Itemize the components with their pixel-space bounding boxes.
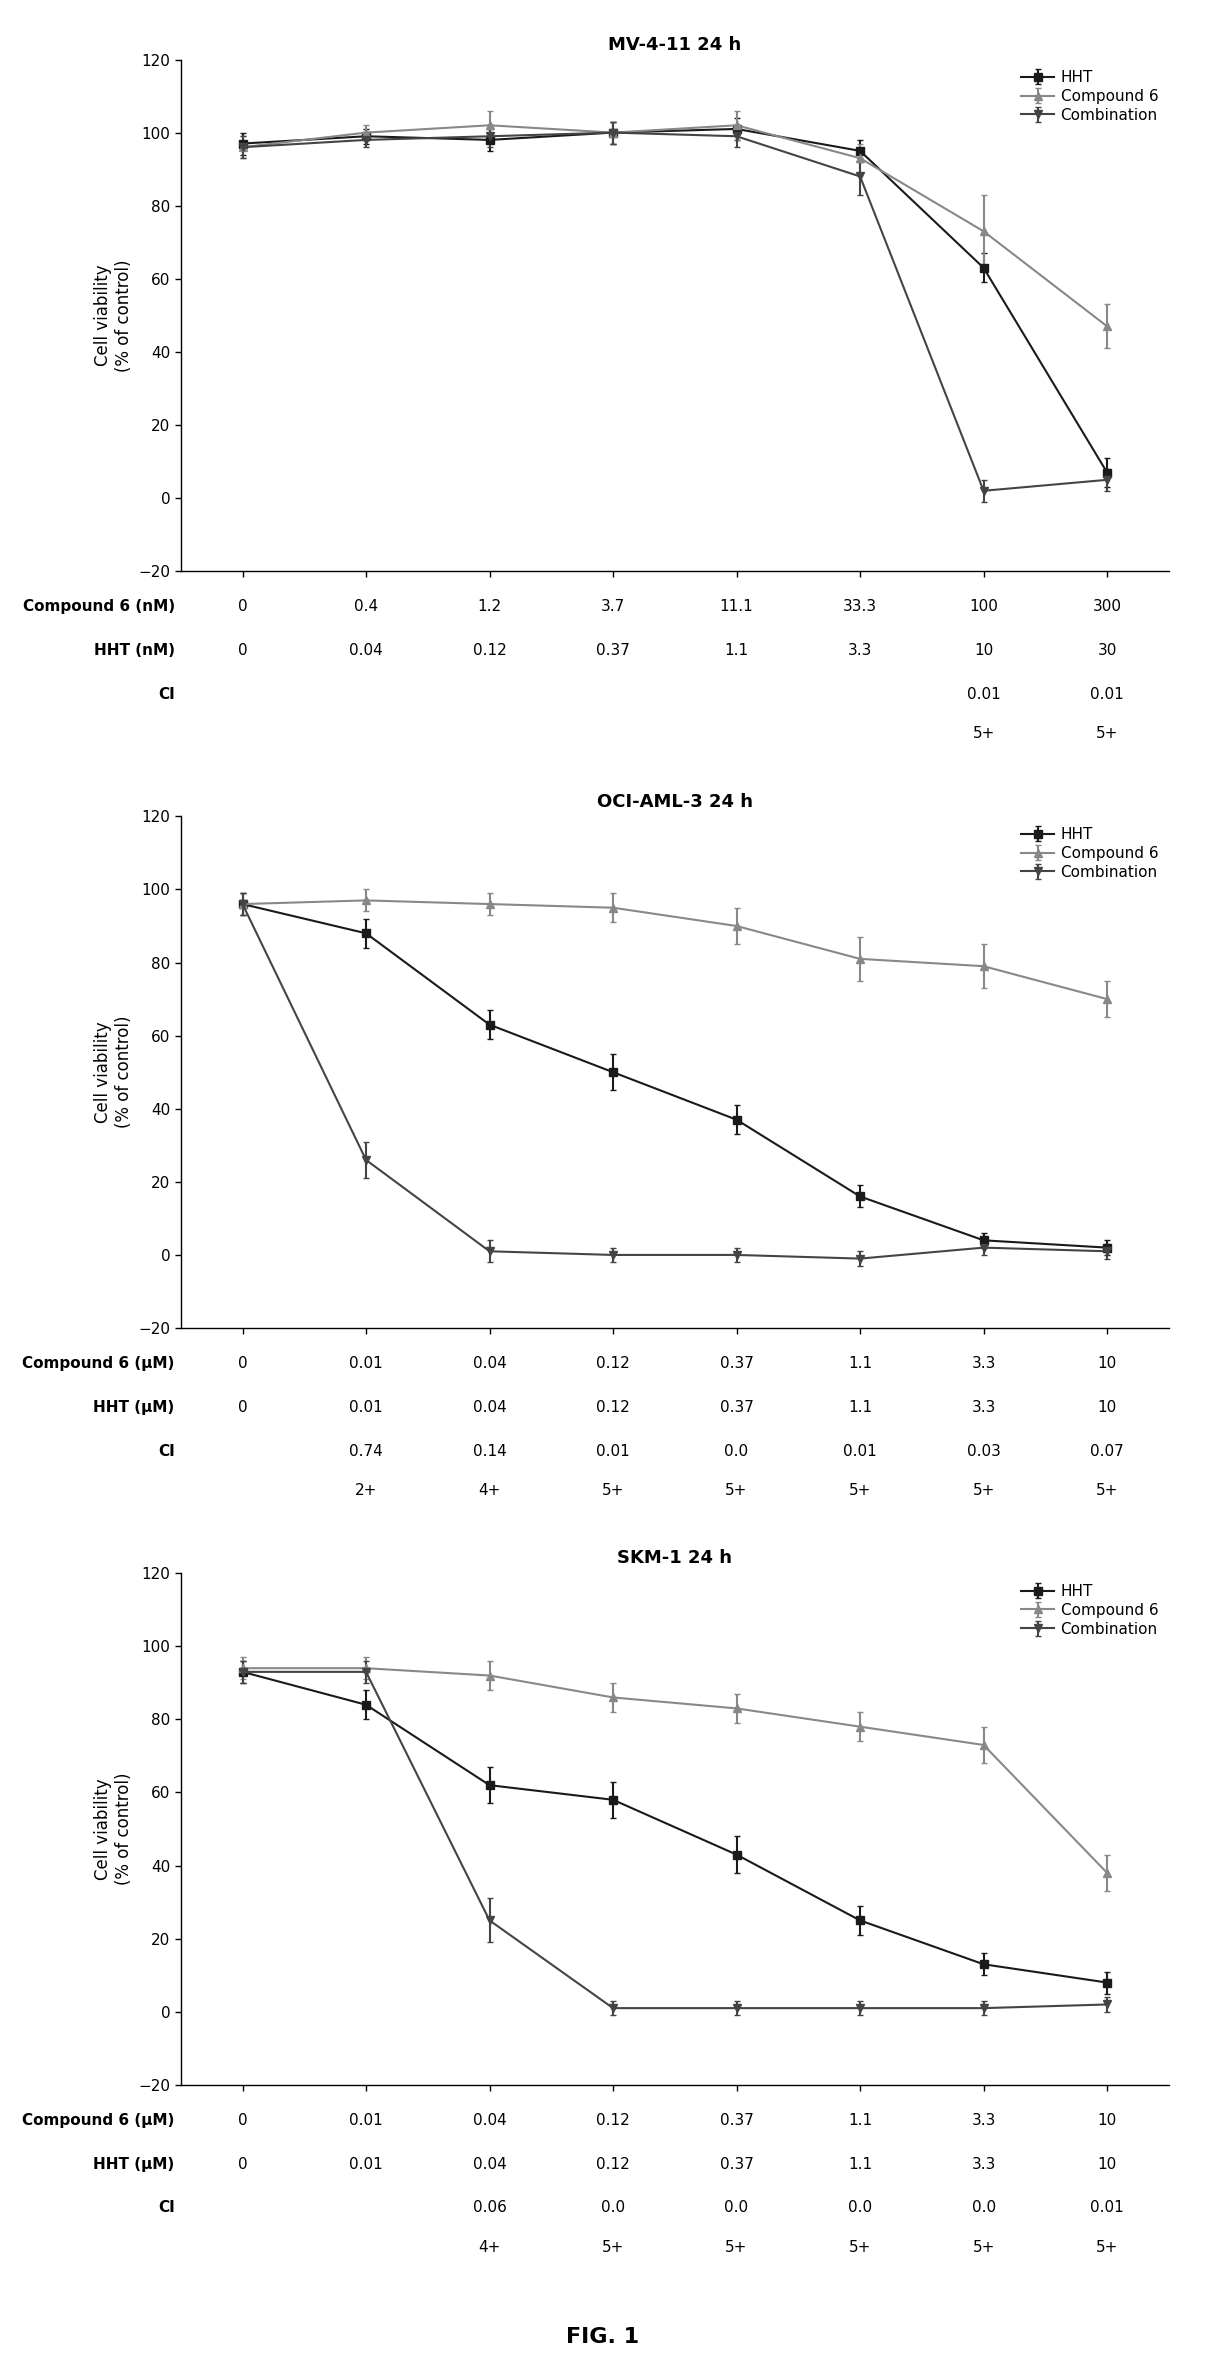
Text: Compound 6 (nM): Compound 6 (nM): [23, 600, 175, 614]
Text: 0.14: 0.14: [472, 1445, 506, 1459]
Title: SKM-1 24 h: SKM-1 24 h: [617, 1549, 733, 1568]
Y-axis label: Cell viability
(% of control): Cell viability (% of control): [94, 1016, 133, 1128]
Text: 1.2: 1.2: [477, 600, 501, 614]
Text: 10: 10: [1098, 1399, 1117, 1414]
Text: 0.4: 0.4: [354, 600, 378, 614]
Title: OCI-AML-3 24 h: OCI-AML-3 24 h: [596, 793, 753, 812]
Text: 3.7: 3.7: [601, 600, 625, 614]
Text: 5+: 5+: [972, 2240, 995, 2254]
Text: CI: CI: [158, 2202, 175, 2216]
Text: 3.3: 3.3: [848, 643, 872, 657]
Text: 0.07: 0.07: [1091, 1445, 1124, 1459]
Text: 0.01: 0.01: [349, 1357, 383, 1371]
Text: 4+: 4+: [478, 1483, 501, 1497]
Text: 5+: 5+: [601, 1483, 624, 1497]
Text: CI: CI: [158, 688, 175, 702]
Text: 0.12: 0.12: [596, 1399, 630, 1414]
Text: 5+: 5+: [848, 1483, 871, 1497]
Text: 4+: 4+: [478, 2240, 501, 2254]
Text: 0.01: 0.01: [1091, 688, 1124, 702]
Text: 0.04: 0.04: [472, 2113, 506, 2128]
Text: 0.04: 0.04: [472, 1399, 506, 1414]
Y-axis label: Cell viability
(% of control): Cell viability (% of control): [94, 1773, 133, 1885]
Text: HHT (nM): HHT (nM): [94, 643, 175, 657]
Text: 0: 0: [237, 643, 247, 657]
Text: 10: 10: [974, 643, 993, 657]
Text: 0: 0: [237, 2113, 247, 2128]
Text: 5+: 5+: [725, 1483, 748, 1497]
Text: 5+: 5+: [1095, 1483, 1118, 1497]
Text: 1.1: 1.1: [848, 1399, 872, 1414]
Text: 300: 300: [1093, 600, 1122, 614]
Text: 0.01: 0.01: [349, 2156, 383, 2171]
Text: 0: 0: [237, 2156, 247, 2171]
Text: 11.1: 11.1: [719, 600, 753, 614]
Text: 0.12: 0.12: [596, 1357, 630, 1371]
Text: 0.01: 0.01: [966, 688, 1000, 702]
Text: 0.0: 0.0: [971, 2202, 995, 2216]
Text: 0.0: 0.0: [601, 2202, 625, 2216]
Text: 3.3: 3.3: [971, 2113, 995, 2128]
Text: 0.0: 0.0: [724, 1445, 748, 1459]
Legend: HHT, Compound 6, Combination: HHT, Compound 6, Combination: [1018, 823, 1162, 883]
Text: 5+: 5+: [1095, 726, 1118, 740]
Text: 0.04: 0.04: [349, 643, 383, 657]
Text: 10: 10: [1098, 2113, 1117, 2128]
Text: 5+: 5+: [972, 726, 995, 740]
Text: 10: 10: [1098, 2156, 1117, 2171]
Text: 5+: 5+: [725, 2240, 748, 2254]
Text: 0.0: 0.0: [848, 2202, 872, 2216]
Text: 0.37: 0.37: [719, 2113, 753, 2128]
Text: 0.03: 0.03: [966, 1445, 1000, 1459]
Legend: HHT, Compound 6, Combination: HHT, Compound 6, Combination: [1018, 1580, 1162, 1640]
Text: 100: 100: [969, 600, 998, 614]
Text: 0.37: 0.37: [596, 643, 630, 657]
Text: 1.1: 1.1: [848, 2113, 872, 2128]
Text: 0.01: 0.01: [596, 1445, 630, 1459]
Text: 0.01: 0.01: [349, 1399, 383, 1414]
Text: 1.1: 1.1: [848, 2156, 872, 2171]
Text: 5+: 5+: [848, 2240, 871, 2254]
Text: 0.0: 0.0: [724, 2202, 748, 2216]
Text: 2+: 2+: [354, 1483, 377, 1497]
Text: 33.3: 33.3: [844, 600, 877, 614]
Text: 0.37: 0.37: [719, 1399, 753, 1414]
Text: 30: 30: [1098, 643, 1117, 657]
Text: CI: CI: [158, 1445, 175, 1459]
Text: 1.1: 1.1: [848, 1357, 872, 1371]
Text: 0: 0: [237, 1399, 247, 1414]
Y-axis label: Cell viability
(% of control): Cell viability (% of control): [94, 259, 133, 371]
Text: 0.04: 0.04: [472, 1357, 506, 1371]
Legend: HHT, Compound 6, Combination: HHT, Compound 6, Combination: [1018, 67, 1162, 126]
Text: 0.04: 0.04: [472, 2156, 506, 2171]
Text: 0.01: 0.01: [1091, 2202, 1124, 2216]
Text: 0: 0: [237, 1357, 247, 1371]
Text: 10: 10: [1098, 1357, 1117, 1371]
Text: 0.12: 0.12: [596, 2156, 630, 2171]
Text: HHT (μM): HHT (μM): [94, 2156, 175, 2171]
Text: 0.01: 0.01: [349, 2113, 383, 2128]
Title: MV-4-11 24 h: MV-4-11 24 h: [609, 36, 741, 55]
Text: 1.1: 1.1: [724, 643, 748, 657]
Text: 0.12: 0.12: [596, 2113, 630, 2128]
Text: 5+: 5+: [972, 1483, 995, 1497]
Text: 3.3: 3.3: [971, 1399, 995, 1414]
Text: 0.06: 0.06: [472, 2202, 506, 2216]
Text: 0: 0: [237, 600, 247, 614]
Text: 0.37: 0.37: [719, 1357, 753, 1371]
Text: FIG. 1: FIG. 1: [566, 2328, 639, 2347]
Text: 3.3: 3.3: [971, 1357, 995, 1371]
Text: 5+: 5+: [601, 2240, 624, 2254]
Text: Compound 6 (μM): Compound 6 (μM): [23, 1357, 175, 1371]
Text: 0.01: 0.01: [844, 1445, 877, 1459]
Text: 0.12: 0.12: [472, 643, 506, 657]
Text: 0.37: 0.37: [719, 2156, 753, 2171]
Text: Compound 6 (μM): Compound 6 (μM): [23, 2113, 175, 2128]
Text: HHT (μM): HHT (μM): [94, 1399, 175, 1414]
Text: 3.3: 3.3: [971, 2156, 995, 2171]
Text: 0.74: 0.74: [349, 1445, 383, 1459]
Text: 5+: 5+: [1095, 2240, 1118, 2254]
